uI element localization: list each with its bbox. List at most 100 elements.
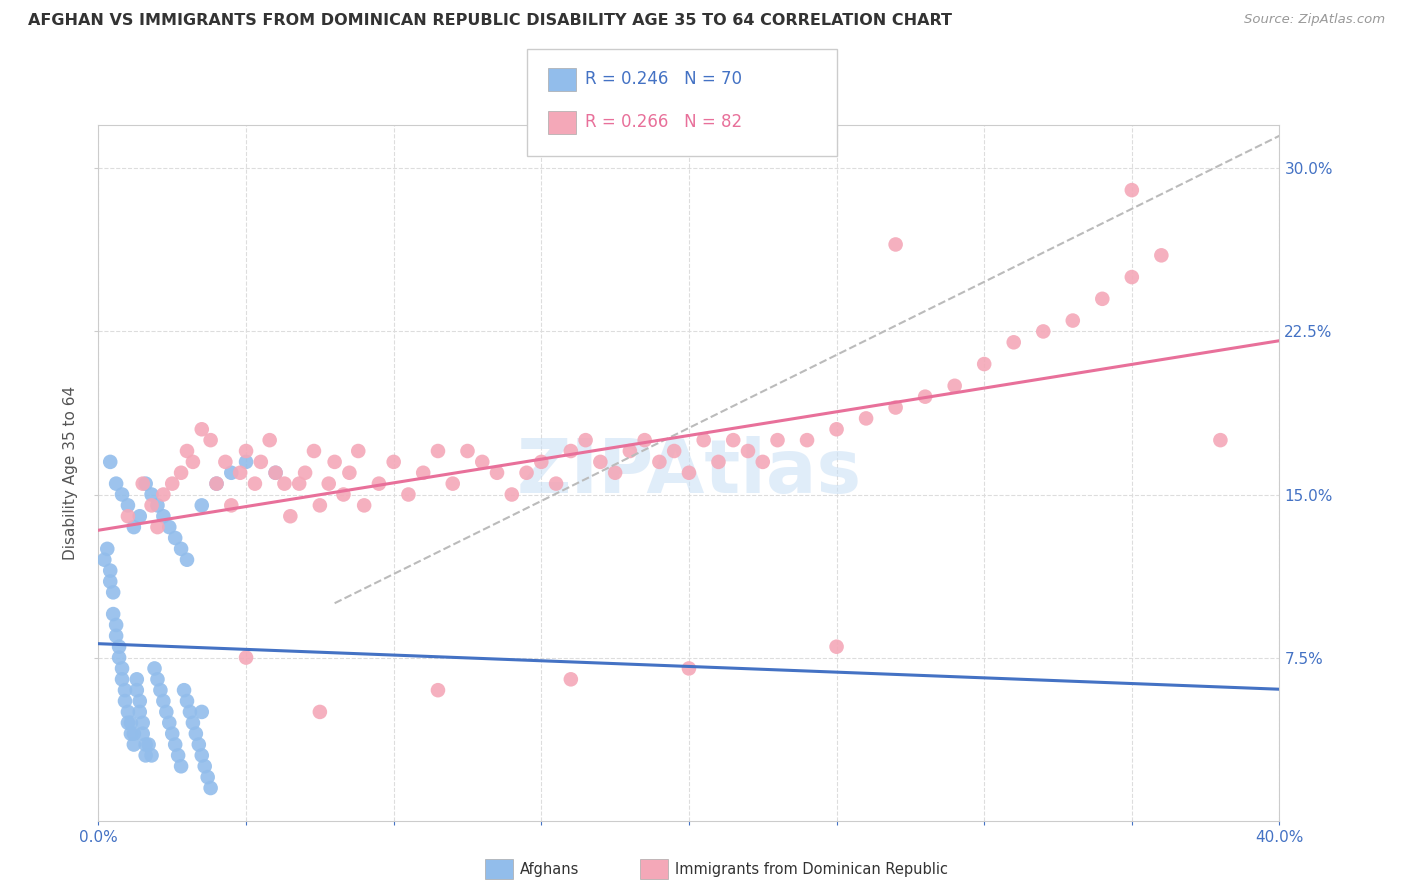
Point (1002, 335, 1025, 350)
Point (914, 390, 936, 404)
Point (200, 780, 222, 795)
Point (141, 487, 163, 501)
Point (1091, 292, 1114, 306)
Point (162, 726, 183, 740)
Point (368, 476, 391, 491)
Point (309, 705, 332, 719)
Point (515, 466, 537, 480)
Point (132, 476, 155, 491)
Point (117, 715, 139, 730)
Point (103, 607, 125, 621)
Point (122, 520, 145, 534)
Point (179, 705, 201, 719)
Point (155, 705, 177, 719)
Point (146, 499, 169, 513)
Point (1209, 433, 1232, 447)
Point (1121, 270, 1143, 285)
Point (191, 422, 214, 436)
Point (162, 476, 183, 491)
Point (353, 499, 375, 513)
Point (1150, 248, 1173, 262)
Point (111, 661, 134, 675)
Point (259, 433, 281, 447)
Point (456, 444, 478, 458)
Point (120, 715, 142, 730)
Point (176, 444, 198, 458)
Point (339, 466, 360, 480)
Point (200, 433, 222, 447)
Point (396, 487, 419, 501)
Point (619, 444, 641, 458)
Point (176, 552, 198, 567)
Point (530, 455, 553, 469)
Point (105, 476, 128, 491)
Point (219, 466, 242, 480)
Point (93, 552, 115, 567)
Point (187, 738, 209, 752)
Point (181, 455, 204, 469)
Point (633, 433, 655, 447)
Point (243, 476, 266, 491)
Point (501, 487, 523, 501)
Point (884, 237, 907, 252)
Point (191, 748, 214, 763)
Point (128, 509, 150, 524)
Point (235, 650, 257, 665)
Point (825, 640, 848, 654)
Point (347, 444, 370, 458)
Point (132, 715, 155, 730)
Point (170, 541, 193, 556)
Point (191, 499, 214, 513)
Point (205, 476, 228, 491)
Point (108, 640, 131, 654)
Point (98, 455, 121, 469)
Point (125, 673, 148, 687)
Point (157, 715, 180, 730)
Point (825, 422, 848, 436)
Point (128, 705, 150, 719)
Point (205, 476, 228, 491)
Point (273, 476, 295, 491)
Text: ZIPAtlas: ZIPAtlas (516, 436, 862, 509)
Point (152, 509, 174, 524)
Point (278, 509, 302, 524)
Point (146, 673, 169, 687)
Point (855, 411, 877, 425)
Point (152, 694, 174, 708)
Point (560, 444, 582, 458)
Point (678, 466, 700, 480)
Text: AFGHAN VS IMMIGRANTS FROM DOMINICAN REPUBLIC DISABILITY AGE 35 TO 64 CORRELATION: AFGHAN VS IMMIGRANTS FROM DOMINICAN REPU… (28, 13, 952, 29)
Point (157, 520, 180, 534)
Point (1121, 183, 1143, 197)
Point (117, 509, 139, 524)
Point (664, 444, 686, 458)
Point (191, 705, 214, 719)
Text: R = 0.266   N = 82: R = 0.266 N = 82 (585, 113, 742, 131)
Point (122, 738, 145, 752)
Point (135, 738, 157, 752)
Point (693, 433, 716, 447)
Point (288, 476, 311, 491)
Point (152, 487, 174, 501)
Point (138, 738, 160, 752)
Point (382, 455, 405, 469)
Point (648, 455, 671, 469)
Point (111, 673, 134, 687)
Point (98, 564, 121, 578)
Point (412, 466, 434, 480)
Point (737, 444, 759, 458)
Point (973, 357, 995, 371)
Point (120, 726, 142, 740)
Point (751, 455, 773, 469)
Point (323, 455, 346, 469)
Point (943, 378, 966, 392)
Point (143, 661, 166, 675)
Point (605, 466, 627, 480)
Point (108, 650, 131, 665)
Point (229, 466, 252, 480)
Point (294, 466, 316, 480)
Point (141, 748, 163, 763)
Point (132, 726, 155, 740)
Point (441, 476, 464, 491)
Point (184, 726, 207, 740)
